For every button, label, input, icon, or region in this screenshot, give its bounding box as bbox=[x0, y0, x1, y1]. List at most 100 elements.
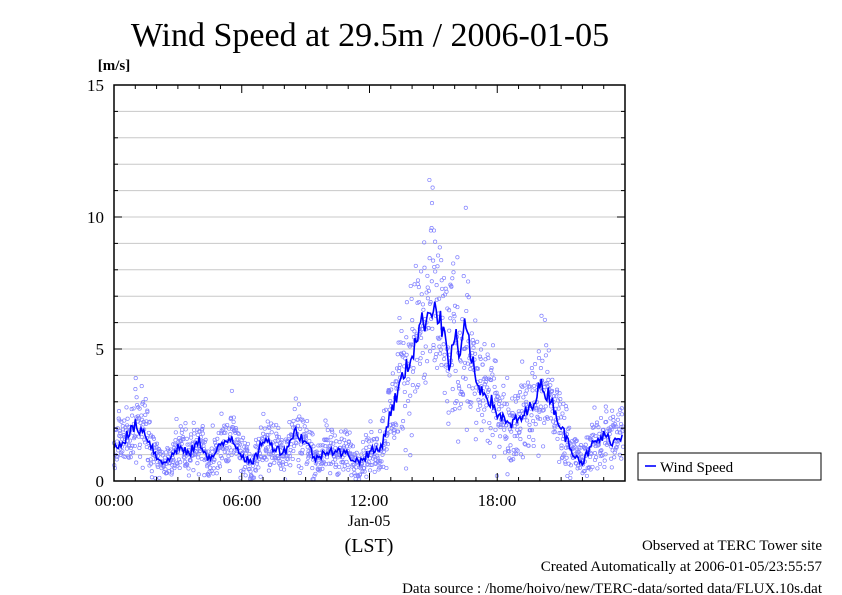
plot-area bbox=[114, 85, 625, 481]
scatter-point bbox=[258, 454, 263, 459]
scatter-point bbox=[287, 453, 292, 458]
scatter-point bbox=[557, 391, 562, 396]
scatter-point bbox=[417, 361, 423, 366]
scatter-point bbox=[155, 463, 160, 468]
scatter-point bbox=[389, 387, 394, 392]
scatter-point bbox=[154, 441, 160, 446]
scatter-point bbox=[512, 434, 517, 439]
scatter-point bbox=[143, 412, 148, 417]
scatter-point bbox=[407, 411, 412, 416]
scatter-point bbox=[184, 436, 189, 441]
scatter-point bbox=[396, 340, 401, 345]
scatter-point bbox=[398, 340, 403, 345]
scatter-point bbox=[276, 434, 282, 440]
scatter-point bbox=[604, 409, 609, 414]
scatter-point bbox=[279, 440, 284, 445]
scatter-point bbox=[381, 449, 386, 455]
scatter-point bbox=[592, 405, 597, 410]
scatter-point bbox=[227, 468, 232, 474]
scatter-point bbox=[598, 448, 603, 454]
scatter-point bbox=[172, 466, 177, 471]
scatter-point bbox=[511, 457, 516, 462]
scatter-point bbox=[446, 421, 451, 426]
scatter-point bbox=[404, 352, 409, 357]
scatter-point bbox=[143, 397, 148, 402]
scatter-point bbox=[133, 387, 138, 392]
scatter-point bbox=[277, 458, 282, 463]
scatter-point bbox=[195, 461, 200, 466]
scatter-point bbox=[413, 263, 418, 268]
scatter-point bbox=[463, 205, 468, 210]
scatter-point bbox=[559, 446, 564, 451]
scatter-point bbox=[372, 469, 377, 474]
scatter-point bbox=[401, 340, 406, 346]
scatter-point bbox=[531, 437, 536, 443]
scatter-point bbox=[296, 402, 302, 407]
scatter-point bbox=[397, 362, 402, 367]
scatter-point bbox=[324, 455, 330, 460]
scatter-point bbox=[525, 380, 531, 385]
scatter-point bbox=[439, 258, 444, 263]
scatter-point bbox=[207, 469, 212, 474]
scatter-point bbox=[409, 433, 414, 438]
scatter-point bbox=[254, 461, 259, 466]
scatter-point bbox=[584, 473, 589, 478]
scatter-point bbox=[520, 455, 525, 460]
scatter-point bbox=[288, 463, 293, 468]
scatter-point bbox=[620, 429, 625, 434]
scatter-point bbox=[515, 448, 520, 453]
scatter-point bbox=[151, 436, 157, 441]
axis-ticks bbox=[113, 84, 626, 482]
scatter-point bbox=[241, 469, 246, 474]
scatter-point bbox=[301, 419, 306, 424]
scatter-point bbox=[559, 443, 564, 448]
scatter-point bbox=[527, 434, 532, 439]
scatter-point bbox=[392, 435, 397, 440]
scatter-point bbox=[290, 456, 295, 462]
scatter-point bbox=[272, 460, 277, 465]
scatter-point bbox=[122, 418, 127, 423]
scatter-point bbox=[141, 422, 146, 427]
scatter-point bbox=[307, 430, 312, 435]
scatter-point bbox=[189, 435, 194, 440]
scatter-point bbox=[503, 434, 508, 439]
scatter-point bbox=[619, 406, 624, 411]
scatter-point bbox=[577, 465, 582, 470]
scatter-point bbox=[448, 316, 453, 321]
legend-label: Wind Speed bbox=[660, 460, 734, 476]
scatter-point bbox=[465, 399, 470, 404]
scatter-point bbox=[591, 432, 596, 437]
scatter-point bbox=[237, 442, 243, 447]
scatter-point bbox=[492, 454, 497, 459]
scatter-point bbox=[374, 437, 379, 442]
scatter-point bbox=[501, 392, 506, 397]
scatter-point bbox=[552, 430, 557, 435]
scatter-point bbox=[141, 419, 146, 424]
scatter-point bbox=[567, 425, 572, 430]
scatter-point bbox=[387, 388, 392, 393]
scatter-point bbox=[489, 365, 494, 371]
scatter-point bbox=[115, 439, 120, 444]
scatter-point bbox=[562, 451, 567, 456]
scatter-point bbox=[476, 407, 481, 412]
x-tick-label-1800: 18:00 bbox=[478, 491, 517, 510]
scatter-point bbox=[551, 430, 556, 435]
scatter-point bbox=[512, 452, 517, 457]
scatter-point bbox=[464, 344, 469, 350]
scatter-point bbox=[524, 399, 529, 404]
scatter-point bbox=[533, 362, 538, 367]
scatter-point bbox=[496, 407, 501, 412]
scatter-point bbox=[468, 404, 473, 409]
scatter-point bbox=[455, 255, 460, 260]
scatter-point bbox=[120, 449, 125, 454]
scatter-point bbox=[125, 416, 130, 421]
scatter-point bbox=[234, 428, 239, 433]
scatter-point bbox=[525, 418, 530, 423]
scatter-point bbox=[501, 383, 506, 388]
scatter-point bbox=[330, 429, 335, 434]
scatter-point bbox=[522, 441, 527, 446]
scatter-point bbox=[437, 296, 442, 301]
scatter-point bbox=[419, 269, 424, 274]
scatter-point bbox=[457, 406, 462, 411]
scatter-point bbox=[619, 412, 625, 417]
